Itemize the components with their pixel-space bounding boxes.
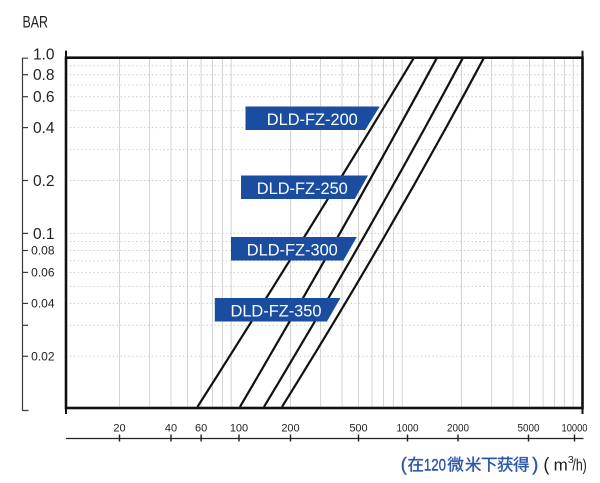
svg-text:DLD-FZ-300: DLD-FZ-300: [247, 241, 338, 260]
svg-text:60: 60: [195, 423, 207, 435]
svg-text:1000: 1000: [397, 423, 419, 435]
svg-text:m: m: [554, 456, 568, 475]
svg-text:0.08: 0.08: [31, 244, 55, 258]
svg-text:120: 120: [424, 456, 446, 475]
svg-text:2000: 2000: [447, 423, 469, 435]
svg-text:/h): /h): [572, 456, 586, 475]
svg-text:0.06: 0.06: [31, 266, 55, 280]
svg-text:100: 100: [230, 423, 248, 435]
svg-text:DLD-FZ-250: DLD-FZ-250: [257, 179, 348, 198]
svg-text:DLD-FZ-200: DLD-FZ-200: [267, 110, 358, 129]
svg-text:3: 3: [568, 454, 574, 466]
svg-text:5000: 5000: [518, 423, 540, 435]
svg-text:DLD-FZ-350: DLD-FZ-350: [231, 302, 322, 321]
svg-text:0.8: 0.8: [33, 67, 55, 84]
svg-text:200: 200: [281, 423, 299, 435]
svg-text:1.0: 1.0: [33, 46, 55, 63]
svg-text:0.4: 0.4: [33, 120, 55, 137]
svg-text:500: 500: [349, 423, 367, 435]
svg-text:0.6: 0.6: [33, 89, 55, 106]
svg-text:(: (: [543, 455, 549, 475]
svg-text:20: 20: [113, 423, 125, 435]
svg-text:0.2: 0.2: [33, 173, 55, 190]
svg-text:BAR: BAR: [23, 14, 49, 32]
svg-text:(: (: [401, 455, 407, 475]
svg-text:0.02: 0.02: [31, 350, 55, 364]
svg-text:0.04: 0.04: [31, 297, 55, 311]
svg-text:10000: 10000: [562, 423, 588, 435]
svg-text:): ): [532, 455, 538, 475]
svg-text:40: 40: [165, 423, 177, 435]
svg-text:0.1: 0.1: [33, 226, 55, 243]
